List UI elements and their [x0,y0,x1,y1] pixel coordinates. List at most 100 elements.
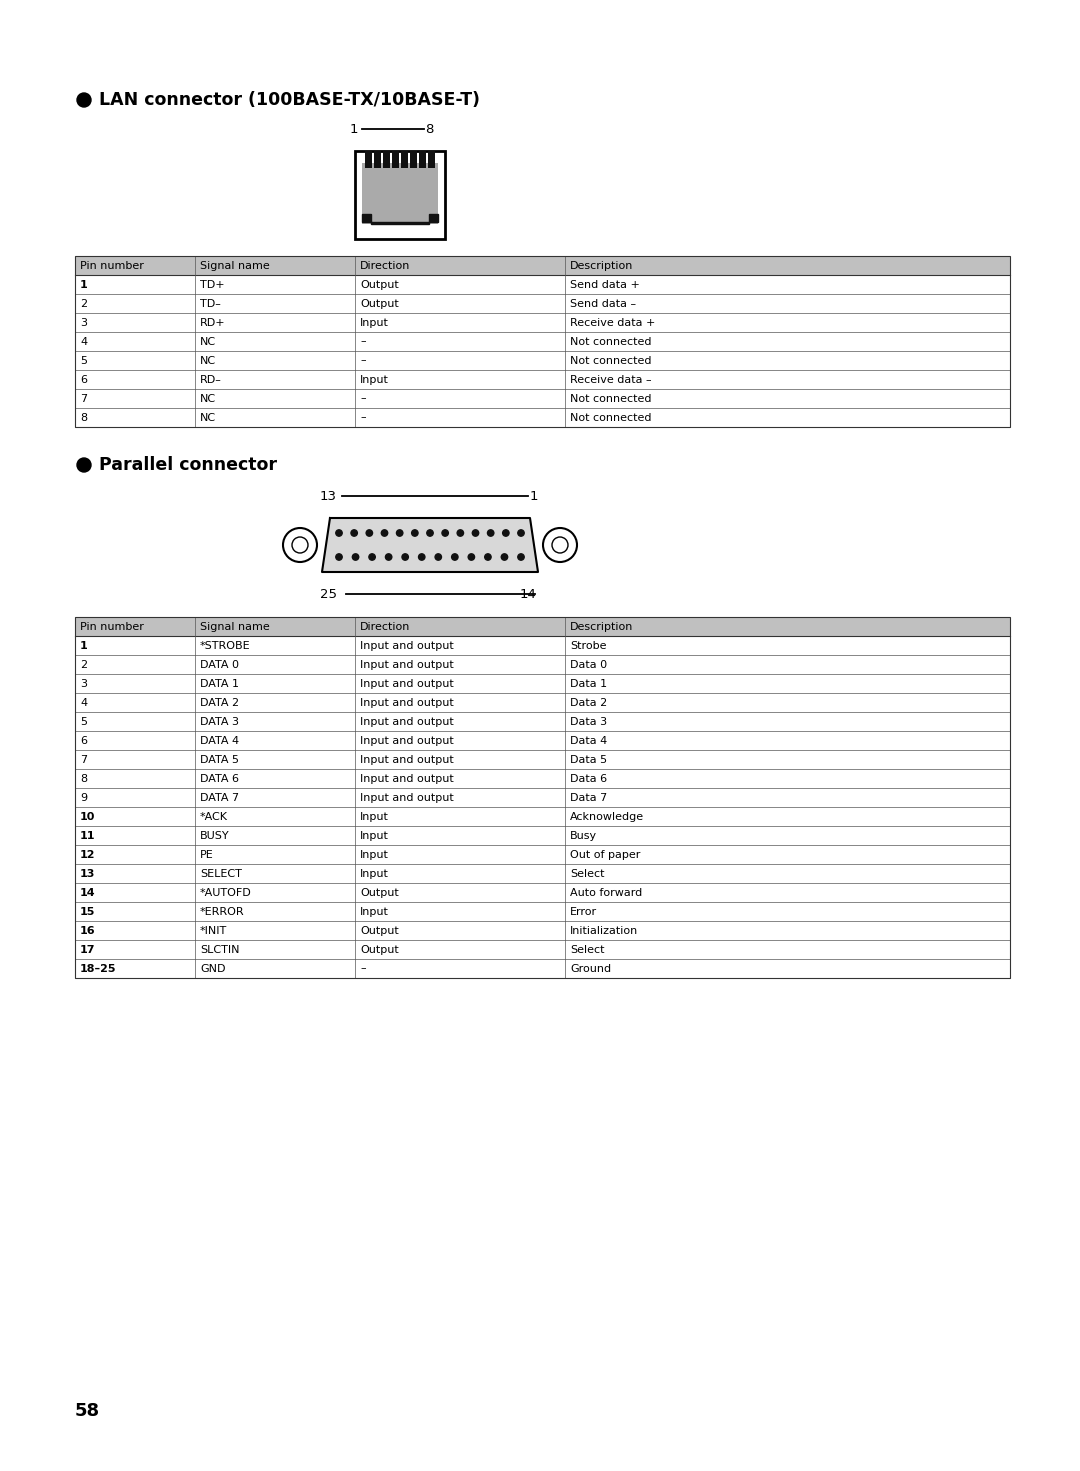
Text: Input and output: Input and output [360,793,454,803]
Text: 4: 4 [80,337,87,347]
Circle shape [386,553,392,560]
Text: Pin number: Pin number [80,260,144,271]
Text: 17: 17 [80,944,95,955]
Text: Data 2: Data 2 [570,697,607,708]
Text: Input and output: Input and output [360,640,454,650]
Bar [365,152,372,168]
Text: Output: Output [360,887,399,897]
Circle shape [427,530,433,537]
Text: *STROBE: *STROBE [200,640,251,650]
Text: 25: 25 [320,587,337,600]
Text: Auto forward: Auto forward [570,887,643,897]
Text: 2: 2 [80,299,87,309]
Circle shape [517,530,524,537]
Text: Send data –: Send data – [570,299,636,309]
Circle shape [419,553,424,560]
Text: 4: 4 [80,697,87,708]
Text: Input: Input [360,849,389,859]
Circle shape [517,553,524,560]
Text: Direction: Direction [360,260,410,271]
Text: 58: 58 [75,1402,100,1420]
Text: SELECT: SELECT [200,868,242,878]
Text: Data 7: Data 7 [570,793,607,803]
Text: Not connected: Not connected [570,356,651,365]
Bar [75,256,1010,427]
Text: Select: Select [570,944,605,955]
Circle shape [485,553,491,560]
Text: Signal name: Signal name [200,260,270,271]
Text: Description: Description [570,622,633,631]
Text: Input: Input [360,831,389,840]
Text: –: – [360,337,366,347]
Text: 18–25: 18–25 [80,964,117,974]
Circle shape [468,553,474,560]
Text: Receive data +: Receive data + [570,318,656,328]
Bar [75,616,1010,978]
Text: Not connected: Not connected [570,412,651,422]
Text: 13: 13 [320,490,337,503]
Bar [355,152,445,238]
Text: *ACK: *ACK [200,812,228,821]
Text: 1: 1 [350,122,359,135]
Text: Input and output: Input and output [360,678,454,688]
Text: Busy: Busy [570,831,597,840]
Text: TD+: TD+ [200,279,225,290]
Text: 8: 8 [426,122,433,135]
Text: Output: Output [360,299,399,309]
Text: Data 4: Data 4 [570,736,607,746]
Bar [419,152,426,168]
Text: Output: Output [360,925,399,936]
Circle shape [77,457,91,472]
Circle shape [543,528,577,562]
Circle shape [552,537,568,553]
Circle shape [487,530,494,537]
Text: 5: 5 [80,356,87,365]
Circle shape [457,530,463,537]
Text: *AUTOFD: *AUTOFD [200,887,252,897]
Text: BUSY: BUSY [200,831,230,840]
Text: Error: Error [570,906,597,916]
Text: RD–: RD– [200,375,221,384]
Text: 15: 15 [80,906,95,916]
Text: SLCTIN: SLCTIN [200,944,240,955]
Text: Input: Input [360,318,389,328]
Text: DATA 1: DATA 1 [200,678,239,688]
Text: Not connected: Not connected [570,337,651,347]
Circle shape [451,553,458,560]
Text: Not connected: Not connected [570,394,651,403]
Text: Output: Output [360,279,399,290]
Text: Input and output: Input and output [360,774,454,784]
Text: PE: PE [200,849,214,859]
Text: 1: 1 [530,490,539,503]
Text: Data 5: Data 5 [570,755,607,765]
Text: Data 6: Data 6 [570,774,607,784]
Text: Initialization: Initialization [570,925,638,936]
Text: Input and output: Input and output [360,736,454,746]
Bar [374,152,381,168]
Text: NC: NC [200,394,216,403]
Bar [410,152,417,168]
Text: 7: 7 [80,755,87,765]
Text: LAN connector (100BASE-TX/10BASE-T): LAN connector (100BASE-TX/10BASE-T) [99,91,480,109]
Circle shape [502,530,509,537]
Circle shape [352,553,359,560]
Text: TD–: TD– [200,299,221,309]
Text: DATA 4: DATA 4 [200,736,239,746]
Text: 1: 1 [80,640,87,650]
Text: 2: 2 [80,659,87,669]
Text: *ERROR: *ERROR [200,906,245,916]
Text: Signal name: Signal name [200,622,270,631]
Text: Input and output: Input and output [360,697,454,708]
Text: RD+: RD+ [200,318,226,328]
Circle shape [292,537,308,553]
Text: –: – [360,356,366,365]
Text: Send data +: Send data + [570,279,639,290]
Text: 11: 11 [80,831,95,840]
Bar [362,163,438,224]
Circle shape [472,530,478,537]
Text: 13: 13 [80,868,95,878]
Text: 10: 10 [80,812,95,821]
Circle shape [435,553,442,560]
Text: –: – [360,412,366,422]
Text: 12: 12 [80,849,95,859]
